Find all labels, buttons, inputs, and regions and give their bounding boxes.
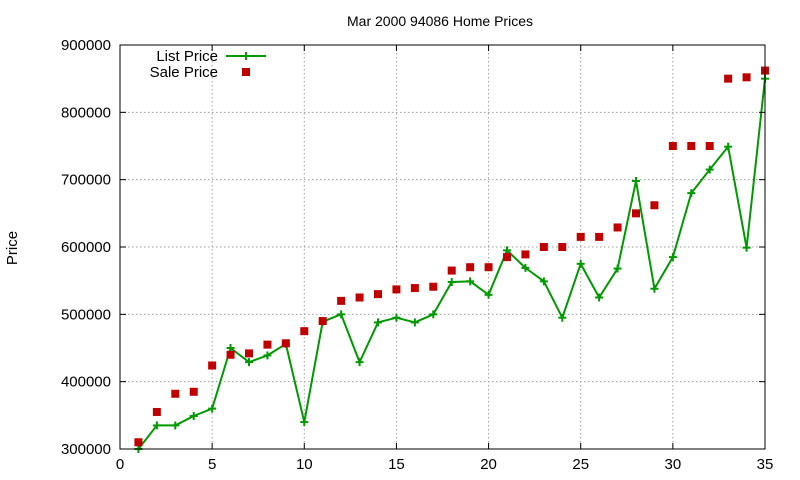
- y-tick-label: 400000: [61, 374, 111, 391]
- sale-price-point: [668, 142, 677, 150]
- list-price-point: [650, 284, 659, 293]
- x-tick-label: 10: [296, 456, 313, 473]
- list-price-point: [355, 358, 364, 367]
- list-price-point: [632, 177, 640, 186]
- sale-price-point: [484, 263, 493, 272]
- legend-label-list-price: List Price: [156, 48, 218, 65]
- list-price-point: [447, 278, 456, 287]
- list-price-point: [742, 243, 751, 252]
- sale-price-point: [447, 266, 456, 275]
- list-price-point: [429, 310, 438, 319]
- legend-marker-list-price: [242, 52, 250, 60]
- grid-lines: [120, 45, 765, 449]
- list-price-point: [705, 165, 714, 174]
- x-tick-label: 20: [480, 456, 497, 473]
- sale-price-point: [281, 339, 290, 348]
- list-price-point: [208, 404, 217, 413]
- sale-price-point: [263, 340, 272, 349]
- sale-price-point: [152, 407, 161, 416]
- sale-price-point: [595, 232, 604, 241]
- list-price-point: [337, 310, 346, 319]
- list-price-line: [137, 78, 766, 450]
- sale-price-point: [355, 293, 364, 302]
- series-layer: [134, 66, 769, 453]
- list-price-point: [245, 358, 253, 367]
- list-price-point: [171, 421, 180, 430]
- x-tick-label: 25: [572, 456, 589, 473]
- list-price-point: [392, 313, 401, 322]
- list-price-series: [134, 74, 769, 453]
- x-tick-label: 15: [388, 456, 405, 473]
- list-price-point: [152, 421, 161, 430]
- x-tick-label: 30: [665, 456, 682, 473]
- list-price-point: [668, 253, 677, 262]
- sale-price-point: [558, 243, 567, 251]
- sale-price-point: [539, 243, 548, 251]
- sale-price-point: [300, 327, 309, 336]
- list-price-point: [521, 263, 530, 272]
- sale-price-point: [613, 223, 622, 232]
- y-tick-label: 500000: [61, 306, 111, 323]
- list-price-point: [300, 418, 309, 427]
- sale-price-point: [337, 296, 346, 305]
- sale-price-point: [503, 253, 511, 262]
- sale-price-point: [134, 438, 143, 447]
- list-price-point: [410, 318, 419, 327]
- sale-price-series: [134, 66, 769, 447]
- list-price-point: [263, 351, 272, 360]
- legend-marker-sale-price: [242, 68, 250, 76]
- axis-ticks: 0 5 10 15 20 25 30 35 300000 400000 500000 600000 70…: [61, 37, 773, 473]
- sale-price-point: [466, 263, 475, 272]
- sale-price-point: [429, 282, 438, 291]
- y-tick-label: 700000: [61, 172, 111, 189]
- list-price-point: [595, 293, 604, 302]
- sale-price-point: [208, 361, 217, 370]
- list-price-point: [503, 246, 511, 255]
- sale-price-point: [226, 350, 235, 359]
- sale-price-point: [724, 74, 733, 83]
- sale-price-point: [687, 142, 696, 150]
- sale-price-point: [410, 284, 419, 293]
- sale-price-point: [171, 389, 180, 398]
- sale-price-point: [632, 209, 640, 218]
- sale-price-point: [245, 349, 253, 358]
- chart-title: Mar 2000 94086 Home Prices: [347, 13, 533, 29]
- sale-price-point: [650, 201, 659, 210]
- list-price-point: [189, 412, 198, 421]
- x-tick-label: 5: [208, 456, 216, 473]
- sale-price-point: [742, 73, 751, 82]
- y-tick-label: 600000: [61, 239, 111, 256]
- list-price-point: [484, 290, 493, 299]
- list-price-point: [539, 277, 548, 286]
- list-price-point: [576, 259, 585, 268]
- list-price-point: [687, 189, 696, 198]
- sale-price-point: [374, 290, 382, 299]
- legend-label-sale-price: Sale Price: [150, 64, 218, 81]
- list-price-point: [613, 264, 622, 273]
- sale-price-point: [318, 317, 327, 326]
- x-tick-label: 0: [116, 456, 124, 473]
- y-tick-label: 900000: [61, 37, 111, 54]
- list-price-point: [724, 142, 733, 151]
- sale-price-point: [576, 232, 585, 241]
- sale-price-point: [189, 387, 198, 396]
- y-axis-label: Price: [4, 231, 21, 265]
- y-tick-label: 800000: [61, 104, 111, 121]
- x-tick-label: 35: [757, 456, 774, 473]
- list-price-point: [226, 344, 235, 352]
- sale-price-point: [392, 285, 401, 294]
- sale-price-point: [705, 142, 714, 150]
- list-price-point: [558, 313, 567, 322]
- list-price-point: [374, 318, 382, 327]
- sale-price-point: [521, 250, 530, 259]
- list-price-point: [466, 277, 475, 286]
- y-tick-label: 300000: [61, 441, 111, 458]
